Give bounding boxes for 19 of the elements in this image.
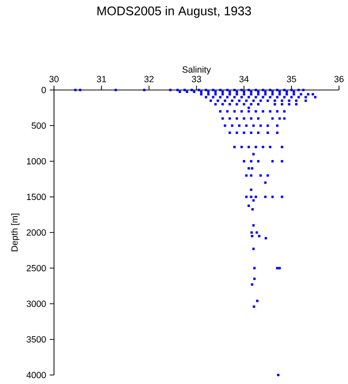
chart-title: MODS2005 in August, 1933 [97,6,251,18]
x-tick-label: 34 [239,76,249,82]
y-tick-label: 2000 [26,229,46,236]
y-tick-label: 500 [32,122,46,129]
y-tick-label: 1000 [26,158,46,164]
x-tick-label: 32 [144,76,154,82]
y-tick-label: 3500 [26,336,46,343]
x-tick-label: 31 [96,76,106,82]
x-tick-label: 33 [192,76,202,82]
x-tick-label: 30 [49,76,59,82]
y-tick-label: 4000 [26,372,46,378]
x-tick-label: 36 [334,76,344,82]
y-axis-title: Depth [m] [11,214,20,252]
x-tick-label: 35 [286,76,296,82]
y-tick-label: 0 [42,86,46,94]
y-tick-label: 1500 [26,194,46,200]
y-tick-label: 3000 [26,300,46,307]
x-axis-title: Salinity [182,66,211,74]
y-tick-label: 2500 [26,264,46,272]
